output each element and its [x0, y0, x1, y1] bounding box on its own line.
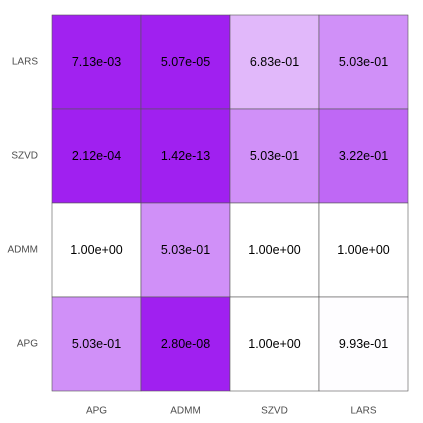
y-axis-tick-labels: LARS SZVD ADMM APG — [7, 57, 38, 350]
cells-layer — [51, 14, 409, 392]
cell-value-label: 5.03e-01 — [161, 243, 210, 257]
cell-value-label: 1.00e+00 — [70, 243, 123, 257]
cell-value-label: 1.00e+00 — [248, 337, 301, 351]
cell-value-label: 2.80e-08 — [161, 337, 210, 351]
heatmap-cell-szvd-apg — [51, 108, 142, 204]
cell-value-label: 1.00e+00 — [337, 243, 390, 257]
cell-value-label: 6.83e-01 — [250, 55, 299, 69]
cell-value-label: 5.07e-05 — [161, 55, 210, 69]
cell-value-label: 3.22e-01 — [339, 149, 388, 163]
heatmap-cell-admm-admm — [140, 202, 231, 298]
cell-value-label: 1.00e+00 — [248, 243, 301, 257]
cell-value-label: 5.03e-01 — [250, 149, 299, 163]
heatmap-cell-lars-admm — [140, 14, 231, 110]
cell-value-label: 9.93e-01 — [339, 337, 388, 351]
heatmap-cell-lars-szvd — [229, 14, 320, 110]
x-axis-tick-labels: APG ADMM SZVD LARS — [86, 406, 377, 417]
cell-value-label: 5.03e-01 — [339, 55, 388, 69]
heatmap-cell-apg-admm — [140, 296, 231, 392]
y-tick-label: APG — [17, 339, 38, 350]
cell-value-label: 5.03e-01 — [72, 337, 121, 351]
heatmap-cell-lars-lars — [318, 14, 409, 110]
x-tick-label: ADMM — [170, 406, 201, 417]
x-tick-label: APG — [86, 406, 107, 417]
cell-value-label: 2.12e-04 — [72, 149, 121, 163]
heatmap-cell-lars-apg — [51, 14, 142, 110]
y-tick-label: ADMM — [7, 245, 38, 256]
x-tick-label: LARS — [350, 406, 376, 417]
heatmap-cell-apg-apg — [51, 296, 142, 392]
heatmap-cell-apg-lars — [318, 296, 409, 392]
cell-labels-layer: 7.13e-03 5.07e-05 6.83e-01 5.03e-01 2.12e-04… — [70, 55, 390, 351]
cell-value-label: 1.42e-13 — [161, 149, 210, 163]
heatmap-cell-apg-szvd — [229, 296, 320, 392]
y-tick-label: SZVD — [11, 151, 38, 162]
heatmap-cell-szvd-admm — [140, 108, 231, 204]
cell-value-label: 7.13e-03 — [72, 55, 121, 69]
heatmap-cell-admm-lars — [318, 202, 409, 298]
heatmap-cell-szvd-szvd — [229, 108, 320, 204]
heatmap-cell-szvd-lars — [318, 108, 409, 204]
x-tick-label: SZVD — [261, 406, 288, 417]
y-tick-label: LARS — [12, 57, 38, 68]
